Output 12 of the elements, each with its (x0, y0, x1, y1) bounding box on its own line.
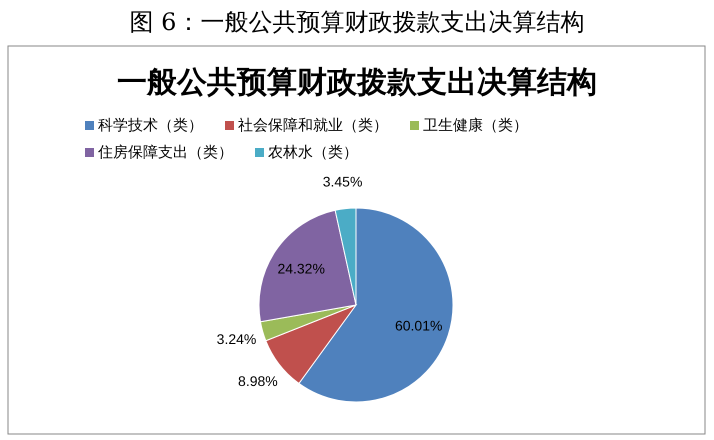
caption: 图 6：一般公共预算财政拨款支出决算结构 (130, 8, 584, 36)
legend-label: 住房保障支出（类） (97, 144, 233, 161)
data-label: 3.24% (216, 330, 256, 347)
legend-label: 科学技术（类） (98, 117, 203, 134)
legend-label: 卫生健康（类） (423, 117, 528, 134)
chart-title: 一般公共预算财政拨款支出决算结构 (117, 66, 597, 99)
data-label: 3.45% (322, 174, 362, 190)
data-label: 24.32% (277, 260, 325, 276)
legend-label: 社会保障和就业（类） (238, 117, 388, 134)
data-label: 8.98% (238, 373, 278, 390)
data-label: 60.01% (394, 317, 442, 334)
legend-label: 农林水（类） (268, 144, 358, 161)
